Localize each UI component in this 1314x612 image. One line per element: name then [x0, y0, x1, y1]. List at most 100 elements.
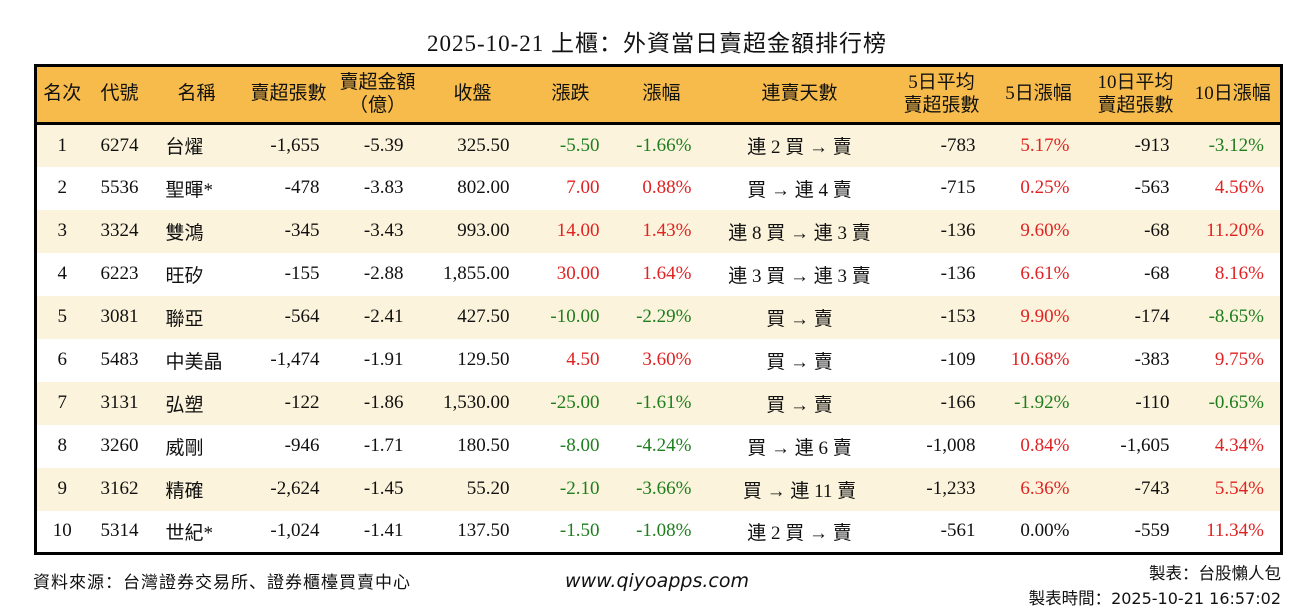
- cell-close: 993.00: [457, 220, 510, 241]
- cell-close: 325.50: [457, 134, 510, 156]
- cell-streak: 買 → 賣: [766, 308, 833, 330]
- table-row: 1 6274 台燿 -1,655 -5.39 325.50 -5.50 -1.66% 連 2 買…: [35, 123, 1282, 167]
- cell-sell-amount: -1.45: [363, 478, 404, 499]
- cell-chg10-pct: 11.20%: [1206, 220, 1264, 241]
- cell-change: 14.00: [556, 220, 600, 241]
- cell-chg5-pct: 0.84%: [1020, 435, 1070, 456]
- column-header-change: 漲跌: [525, 65, 616, 125]
- table-row: 5 3081 聯亞 -564 -2.41 427.50 -10.00 -2.29% 買 → 賣 -…: [35, 295, 1282, 339]
- cell-code: 5536: [100, 177, 139, 198]
- cell-sell-amount: -1.71: [363, 435, 404, 456]
- cell-chg5-pct: 6.61%: [1020, 263, 1070, 284]
- cell-sell-volume: -2,624: [270, 478, 320, 499]
- cell-sell-volume: -345: [284, 220, 320, 241]
- cell-close: 137.50: [457, 520, 510, 542]
- cell-chg5-pct: 9.60%: [1020, 220, 1070, 241]
- cell-streak: 買 → 連 11 賣: [742, 480, 857, 502]
- cell-streak: 買 → 賣: [766, 351, 833, 373]
- column-header-avg5-volume: 5日平均 賣超張數: [891, 65, 992, 125]
- cell-change: 7.00: [566, 177, 600, 198]
- cell-name: 台燿: [165, 137, 204, 159]
- table-row: 8 3260 威剛 -946 -1.71 180.50 -8.00 -4.24% 買 → 連 6…: [35, 424, 1282, 468]
- footer: 資料來源：台灣證券交易所、證券櫃檯買賣中心 www.qiyoapps.com 製…: [0, 562, 1314, 612]
- cell-change: 4.50: [566, 349, 600, 370]
- cell-change-pct: -1.61%: [636, 392, 692, 413]
- cell-code: 5483: [100, 349, 139, 370]
- column-header-avg10-volume: 10日平均 賣超張數: [1085, 65, 1186, 125]
- cell-change-pct: 0.88%: [642, 177, 692, 198]
- cell-streak: 連 3 買 → 連 3 賣: [728, 265, 871, 287]
- column-header-chg10-pct: 10日漲幅: [1185, 65, 1282, 125]
- cell-avg10-volume: -174: [1134, 306, 1170, 327]
- cell-avg5-volume: -153: [940, 306, 976, 327]
- cell-avg5-volume: -166: [940, 392, 976, 413]
- cell-streak: 買 → 連 6 賣: [747, 437, 852, 459]
- cell-rank: 5: [57, 306, 68, 327]
- cell-avg10-volume: -1,605: [1120, 435, 1170, 456]
- cell-rank: 4: [57, 263, 68, 284]
- table-row: 3 3324 雙鴻 -345 -3.43 993.00 14.00 1.43% 連 8 買 → …: [35, 209, 1282, 253]
- table-row: 10 5314 世紀* -1,024 -1.41 137.50 -1.50 -1.08% 連 2…: [35, 510, 1282, 554]
- cell-close: 1,855.00: [443, 263, 510, 284]
- cell-avg10-volume: -383: [1134, 349, 1170, 370]
- cell-streak: 連 8 買 → 連 3 賣: [728, 222, 871, 244]
- cell-avg5-volume: -109: [940, 349, 976, 370]
- made-by: 製表：台股懶人包: [1149, 564, 1281, 583]
- cell-chg5-pct: 5.17%: [1020, 134, 1070, 156]
- cell-avg10-volume: -68: [1144, 220, 1170, 241]
- column-header-streak: 連賣天數: [707, 65, 892, 125]
- cell-rank: 3: [57, 220, 68, 241]
- cell-change: -8.00: [559, 435, 600, 456]
- cell-avg5-volume: -136: [940, 263, 976, 284]
- column-header-sell-amount: 賣超金額 （億）: [335, 65, 420, 125]
- cell-code: 3131: [100, 392, 139, 413]
- table-row: 2 5536 聖暉* -478 -3.83 802.00 7.00 0.88% 買 → 連 4 …: [35, 166, 1282, 210]
- cell-avg5-volume: -1,008: [926, 435, 976, 456]
- cell-avg5-volume: -136: [940, 220, 976, 241]
- cell-name: 中美晶: [165, 351, 223, 373]
- cell-streak: 買 → 賣: [766, 394, 833, 416]
- table-row: 7 3131 弘塑 -122 -1.86 1,530.00 -25.00 -1.61% 買 → …: [35, 381, 1282, 425]
- cell-sell-volume: -1,024: [270, 520, 320, 542]
- cell-sell-amount: -5.39: [363, 134, 404, 156]
- table-body: 1 6274 台燿 -1,655 -5.39 325.50 -5.50 -1.66% 連 2 買…: [35, 123, 1282, 554]
- cell-name: 世紀*: [165, 522, 214, 544]
- cell-rank: 1: [57, 134, 68, 156]
- cell-rank: 8: [57, 435, 68, 456]
- cell-avg10-volume: -913: [1134, 134, 1170, 156]
- cell-sell-volume: -122: [284, 392, 320, 413]
- cell-chg5-pct: 6.36%: [1020, 478, 1070, 499]
- cell-sell-volume: -946: [284, 435, 320, 456]
- cell-sell-volume: -1,655: [270, 134, 320, 156]
- cell-chg10-pct: 5.54%: [1214, 478, 1264, 499]
- cell-chg10-pct: 4.34%: [1214, 435, 1264, 456]
- cell-chg5-pct: 9.90%: [1020, 306, 1070, 327]
- cell-name: 精確: [165, 480, 204, 502]
- cell-streak: 連 2 買 → 賣: [747, 137, 852, 159]
- cell-chg10-pct: 9.75%: [1214, 349, 1264, 370]
- cell-change-pct: 1.43%: [642, 220, 692, 241]
- cell-sell-amount: -3.83: [363, 177, 404, 198]
- column-header-close: 收盤: [419, 65, 526, 125]
- cell-streak: 連 2 買 → 賣: [747, 522, 852, 544]
- column-header-chg5-pct: 5日漲幅: [991, 65, 1086, 125]
- cell-code: 3324: [100, 220, 139, 241]
- ranking-table: 名次 代號 名稱 賣超張數 賣超金額 （億） 收盤 漲跌 漲幅 連賣天數 5日平均 賣超張數 5日漲幅 1…: [34, 64, 1283, 555]
- cell-rank: 9: [57, 478, 68, 499]
- cell-sell-amount: -3.43: [363, 220, 404, 241]
- cell-avg5-volume: -561: [940, 520, 976, 542]
- cell-code: 6274: [100, 134, 139, 156]
- cell-change-pct: -3.66%: [636, 478, 692, 499]
- cell-avg10-volume: -68: [1144, 263, 1170, 284]
- cell-name: 聯亞: [165, 308, 204, 330]
- cell-close: 129.50: [457, 349, 510, 370]
- cell-chg10-pct: 4.56%: [1214, 177, 1264, 198]
- cell-chg5-pct: 0.00%: [1020, 520, 1070, 542]
- cell-change: -25.00: [550, 392, 600, 413]
- cell-chg10-pct: -0.65%: [1208, 392, 1264, 413]
- cell-code: 3260: [100, 435, 139, 456]
- cell-close: 180.50: [457, 435, 510, 456]
- cell-rank: 10: [52, 520, 72, 542]
- cell-close: 427.50: [457, 306, 510, 327]
- column-header-code: 代號: [87, 65, 152, 125]
